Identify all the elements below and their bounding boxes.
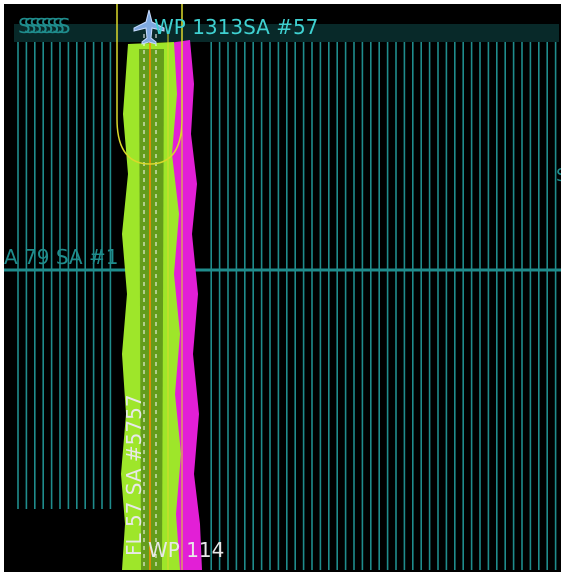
- turn-boundary: [116, 4, 183, 165]
- track-label-left: A 79 SA #1: [4, 245, 119, 269]
- coverage-swath-dark: [139, 49, 164, 570]
- stacked-line-labels: SSSSSSSS: [18, 14, 70, 38]
- airplane-icon[interactable]: [132, 8, 166, 48]
- survey-lines: [17, 42, 557, 570]
- track-label-vertical: FL 57 SA #5757: [122, 394, 146, 556]
- track-label-right-edge: S: [556, 167, 561, 185]
- map-view[interactable]: SSSSSSSS WP 1313SA #57 A 79 SA #1 S WP 1…: [4, 4, 561, 572]
- map-canvas[interactable]: [4, 4, 561, 572]
- waypoint-label-bottom: WP 114: [148, 538, 225, 562]
- waypoint-label-top: WP 1313SA #57: [154, 15, 319, 39]
